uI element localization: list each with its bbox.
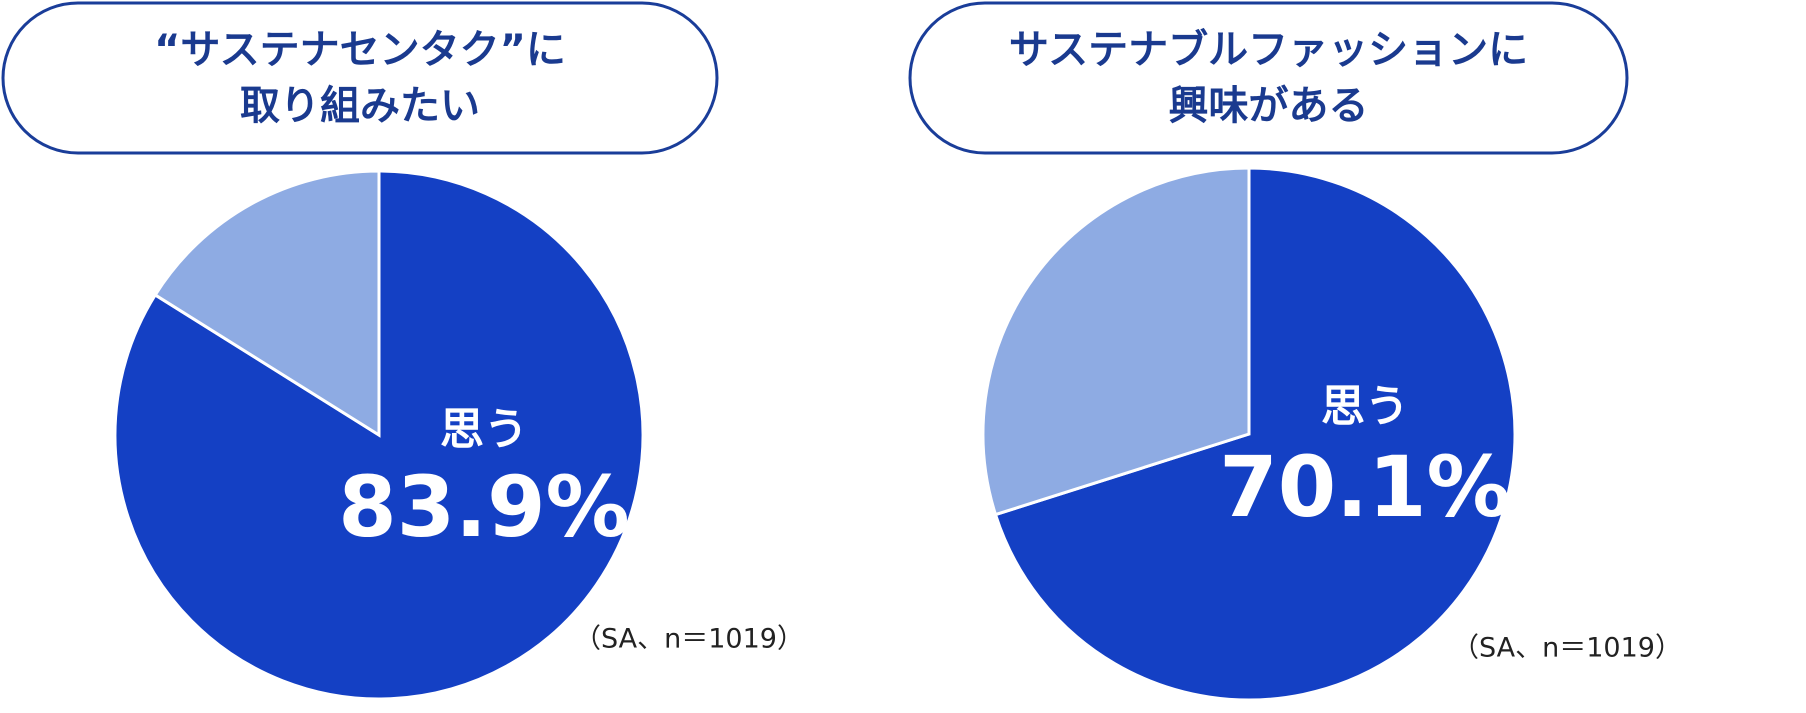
title-pill	[908, 1, 1629, 155]
pie-slice	[981, 166, 1251, 517]
chart-title: “サステナセンタク”に	[154, 27, 566, 73]
note: （SA、n＝1019）	[1452, 633, 1682, 664]
slice-label: 思う	[440, 404, 528, 455]
chart-title: サステナブルファッションに	[1009, 27, 1528, 73]
title-pill	[1, 1, 719, 155]
pie-slice	[113, 169, 645, 701]
value-label: 83.9%	[338, 458, 629, 556]
value-label: 70.1%	[1219, 438, 1510, 536]
chart-title: 興味がある	[1169, 83, 1369, 129]
chart-title: 取り組みたい	[240, 83, 480, 129]
slice-label: 思う	[1321, 381, 1409, 432]
pie-slice	[993, 166, 1517, 702]
note: （SA、n＝1019）	[574, 624, 804, 655]
pie-slice	[153, 169, 381, 438]
